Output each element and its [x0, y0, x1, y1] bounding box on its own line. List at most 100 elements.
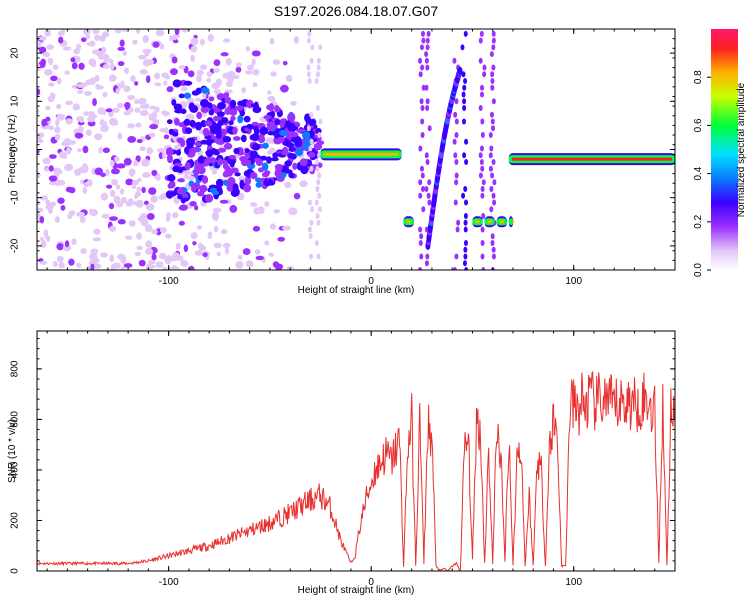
spectrogram-cell: [141, 186, 146, 194]
spectrogram-cell: [123, 67, 130, 74]
spectrogram-cell: [47, 125, 55, 131]
snr-series-line: [37, 370, 675, 571]
spectrogram-cell: [424, 152, 429, 159]
spectrogram-cell: [286, 74, 293, 83]
spectrogram-cell: [424, 260, 429, 267]
spectrogram-cell: [262, 142, 269, 149]
spectrogram-cell: [192, 146, 199, 153]
spectrogram-cell: [420, 186, 425, 193]
y-tick-label: 20: [10, 47, 21, 59]
spectrogram-cell: [478, 37, 483, 44]
spectrogram-cell: [125, 178, 134, 186]
spectrogram-cell: [294, 139, 303, 148]
spectrogram-cell: [274, 168, 283, 178]
spectrogram-cell: [142, 103, 150, 109]
spectrogram-cell: [176, 187, 185, 195]
spectrogram-band-core: [511, 220, 514, 224]
spectrogram-cell: [116, 163, 126, 169]
spectrogram-cell: [159, 43, 165, 50]
spectrogram-cell: [164, 75, 171, 80]
spectrogram-cell: [316, 219, 321, 226]
spectrogram-cell: [232, 136, 241, 141]
spectrogram-cell: [420, 64, 425, 71]
y-tick-label: 800: [10, 360, 21, 377]
spectrogram-cell: [453, 111, 458, 118]
spectrogram-cell: [42, 157, 51, 165]
spectrogram-cell: [489, 51, 494, 58]
spectrogram-cell: [421, 84, 426, 91]
spectrogram-cell: [222, 72, 230, 79]
spectrogram-cell: [159, 227, 167, 234]
spectrogram-cell: [124, 102, 130, 111]
colorbar-ticks: 0.0 0.2 0.4 0.6 0.8: [693, 70, 711, 277]
spectrogram-cell: [219, 199, 229, 204]
spectrogram-cell: [222, 136, 232, 143]
spectrogram-cell: [94, 74, 100, 82]
spectrogram-cell: [317, 132, 322, 139]
spectrogram-cell: [166, 86, 174, 93]
spectrogram-cell: [117, 46, 125, 51]
spectrogram-cell: [491, 253, 496, 260]
spectrogram-cell: [217, 147, 227, 153]
spectrogram-cell: [111, 178, 118, 186]
spectrogram-cell: [288, 207, 298, 216]
spectrogram-cell: [317, 172, 322, 179]
spectrogram-cell: [204, 193, 214, 203]
spectrogram-cell: [200, 120, 207, 128]
spectrogram-cell: [113, 195, 121, 204]
spectrogram-cell: [112, 107, 120, 113]
spectrogram-cell: [419, 98, 424, 105]
spectrogram-cell: [418, 267, 423, 270]
x-tick-label: 0: [368, 276, 374, 287]
spectrogram-cell: [37, 138, 44, 143]
spectrogram-cell: [48, 58, 53, 66]
spectrogram-cell: [165, 147, 174, 157]
spectrogram-cell: [173, 117, 180, 126]
spectrogram-marks: [37, 29, 675, 270]
spectrogram-cell: [317, 206, 322, 213]
spectrogram-cell: [54, 133, 61, 141]
spectrogram-cell: [235, 62, 242, 68]
spectrogram-cell: [282, 225, 291, 231]
spectrogram-cell: [238, 176, 246, 182]
spectrogram-cell: [491, 246, 496, 253]
spectrogram-cell: [463, 78, 468, 85]
spectrogram-cell: [85, 129, 92, 137]
spectrogram-cell: [418, 179, 423, 186]
spectrogram-cell: [139, 109, 149, 117]
spectrogram-cell: [56, 113, 65, 121]
spectrogram-cell: [241, 87, 247, 94]
spectrogram-cell: [251, 58, 256, 66]
spectrogram-cell: [420, 118, 425, 125]
spectrogram-cell: [266, 104, 274, 111]
spectrogram-cell: [220, 229, 228, 235]
spectrogram-cell: [222, 38, 231, 43]
spectrogram-cell: [168, 128, 175, 135]
spectrogram-cell: [180, 86, 188, 92]
spectrogram-cell: [108, 202, 115, 210]
spectrogram-cell: [286, 142, 295, 148]
spectrogram-cell: [491, 98, 496, 105]
colorbar-tick-label: 0.4: [693, 166, 704, 180]
spectrogram-cell: [272, 152, 279, 158]
spectrogram-cell: [310, 44, 315, 51]
spectrogram-cell: [138, 259, 146, 267]
spectrogram-cell: [275, 106, 281, 113]
spectrogram-cell: [288, 266, 295, 270]
spectrogram-cell: [151, 229, 158, 235]
spectrogram-cell: [223, 92, 230, 98]
spectrogram-x-label: Height of straight line (km): [298, 285, 415, 296]
spectrogram-cell: [142, 35, 149, 43]
spectrogram-cell: [488, 165, 493, 172]
spectrogram-cell: [425, 253, 430, 260]
spectrogram-cell: [148, 113, 157, 121]
spectrogram-cell: [251, 50, 261, 57]
spectrogram-cell: [230, 115, 236, 122]
spectrogram-cell: [317, 152, 322, 159]
spectrogram-cell: [420, 105, 425, 112]
spectrogram-band-core: [487, 220, 492, 224]
spectrogram-cell: [234, 172, 241, 177]
spectrogram-cell: [217, 101, 226, 110]
figure-title: S197.2026.084.18.07.G07: [274, 3, 438, 19]
spectrogram-cell: [316, 179, 321, 186]
